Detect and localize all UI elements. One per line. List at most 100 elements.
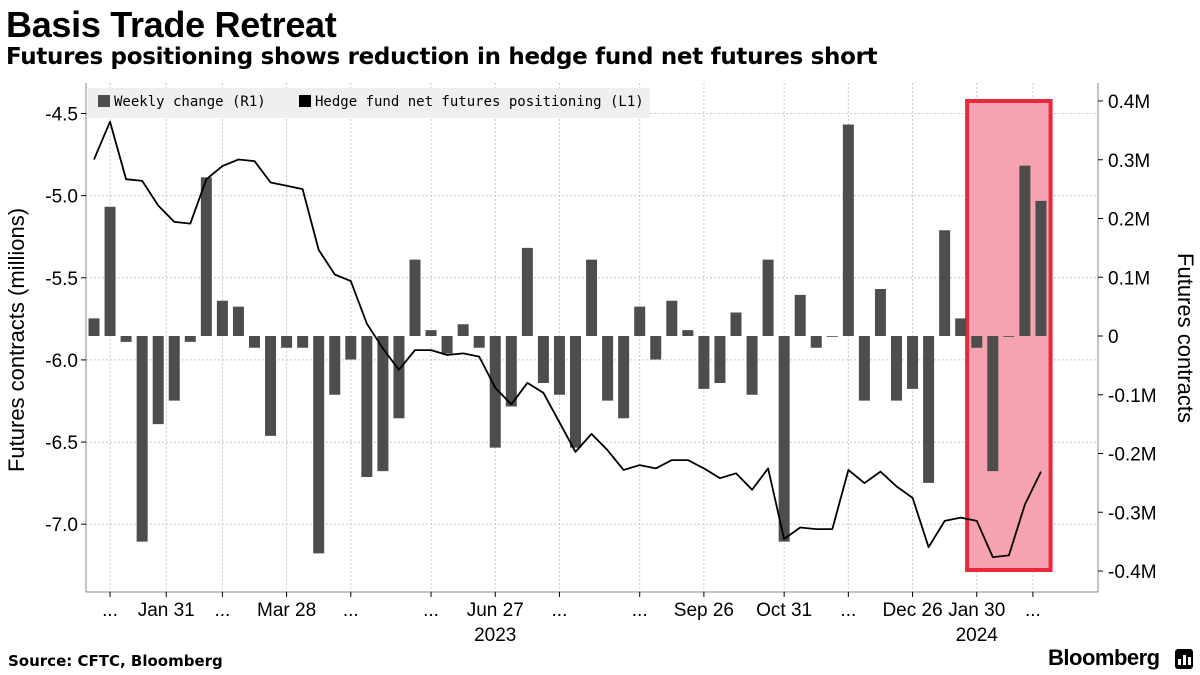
bar [281, 336, 293, 348]
bar [907, 336, 919, 389]
bar [923, 336, 935, 483]
bar [1035, 200, 1047, 336]
x-tick-label: Jun 27 [467, 600, 524, 621]
bar [136, 336, 148, 542]
bar [232, 306, 244, 336]
bar [457, 324, 469, 336]
bar [618, 336, 630, 419]
left-tick-label: -6.5 [45, 433, 78, 454]
bar [329, 336, 341, 395]
right-tick-label: 0.1M [1108, 268, 1150, 289]
bloomberg-mark-icon [1175, 649, 1193, 669]
bar [393, 336, 405, 419]
x-tick-label: Jan 31 [138, 600, 195, 621]
bar [553, 336, 565, 395]
bar [1003, 336, 1015, 337]
bar [120, 336, 132, 342]
left-tick-label: -7.0 [45, 515, 78, 536]
series-line-net-positioning [93, 120, 1042, 558]
bloomberg-logo: Bloomberg [1048, 645, 1160, 670]
right-tick-label: 0.2M [1108, 210, 1150, 231]
x-tick-label: ... [102, 600, 118, 621]
source-note: Source: CFTC, Bloomberg [8, 652, 223, 670]
bar [377, 336, 389, 472]
left-tick-label: -4.5 [45, 105, 78, 126]
right-tick-label: -0.1M [1108, 386, 1157, 407]
left-tick-label: -5.0 [45, 187, 78, 208]
left-axis-title: Futures contracts (millions) [4, 208, 29, 472]
bar [473, 336, 485, 348]
bar [698, 336, 710, 389]
chart-subtitle: Futures positioning shows reduction in h… [6, 44, 878, 70]
legend-label-net-positioning: Hedge fund net futures positioning (L1) [315, 94, 644, 110]
bar [184, 336, 196, 342]
right-tick-label: -0.4M [1108, 562, 1157, 583]
bar [746, 336, 758, 395]
bar [955, 318, 967, 336]
bar [650, 336, 662, 360]
bar [682, 330, 694, 336]
left-tick-label: -5.5 [45, 269, 78, 290]
right-tick-label: 0.3M [1108, 151, 1150, 172]
bar [586, 259, 598, 336]
bar [361, 336, 373, 477]
bar [152, 336, 164, 425]
bar [489, 336, 501, 448]
bar [521, 247, 533, 336]
x-tick-label: Mar 28 [257, 600, 316, 621]
bar [505, 336, 517, 407]
legend-background [88, 88, 650, 118]
bar [971, 336, 983, 348]
x-tick-label: ... [343, 600, 359, 621]
bar [297, 336, 309, 348]
bar [714, 336, 726, 383]
bar [570, 336, 581, 448]
bar [730, 312, 742, 336]
right-axis-title: Futures contracts [1173, 253, 1198, 423]
bar [987, 336, 999, 472]
bar [441, 336, 453, 354]
highlight-box [965, 99, 1053, 572]
bar [858, 336, 870, 401]
bar [409, 259, 421, 336]
bar [1019, 165, 1031, 336]
bar [842, 124, 854, 336]
x-tick-label: ... [214, 600, 230, 621]
left-tick-label: -6.0 [45, 351, 78, 372]
x-tick-label: ... [552, 600, 568, 621]
bar [810, 336, 822, 348]
right-tick-label: -0.3M [1108, 503, 1157, 524]
legend-swatch-weekly-change [98, 95, 110, 107]
bar [313, 336, 325, 554]
bar [425, 330, 437, 336]
bar [794, 294, 806, 336]
bar [762, 259, 774, 336]
right-tick-label: -0.2M [1108, 445, 1157, 466]
bar [874, 289, 886, 336]
x-tick-label: ... [840, 600, 856, 621]
legend: Weekly change (R1) Hedge fund net futures… [88, 88, 650, 118]
bar [345, 336, 357, 360]
right-tick-label: 0.4M [1108, 92, 1150, 113]
legend-swatch-net-positioning [299, 95, 311, 107]
x-tick-label: Jan 30 [948, 600, 1005, 621]
bar [265, 336, 277, 436]
bar [200, 177, 212, 336]
bar [778, 336, 790, 542]
bar [602, 336, 614, 401]
bar [891, 336, 902, 401]
legend-label-weekly-change: Weekly change (R1) [114, 94, 266, 110]
x-year-label: 2024 [956, 625, 999, 646]
bar [826, 336, 838, 337]
x-tick-label: ... [1025, 600, 1041, 621]
x-tick-label: ... [632, 600, 648, 621]
bar [168, 336, 180, 401]
chart-title: Basis Trade Retreat [6, 4, 337, 45]
x-tick-label: Sep 26 [674, 600, 734, 621]
bar [537, 336, 549, 383]
x-tick-label: Dec 26 [882, 600, 942, 621]
right-tick-label: 0 [1108, 327, 1119, 348]
bar [939, 230, 951, 336]
x-tick-label: Oct 31 [756, 600, 812, 621]
